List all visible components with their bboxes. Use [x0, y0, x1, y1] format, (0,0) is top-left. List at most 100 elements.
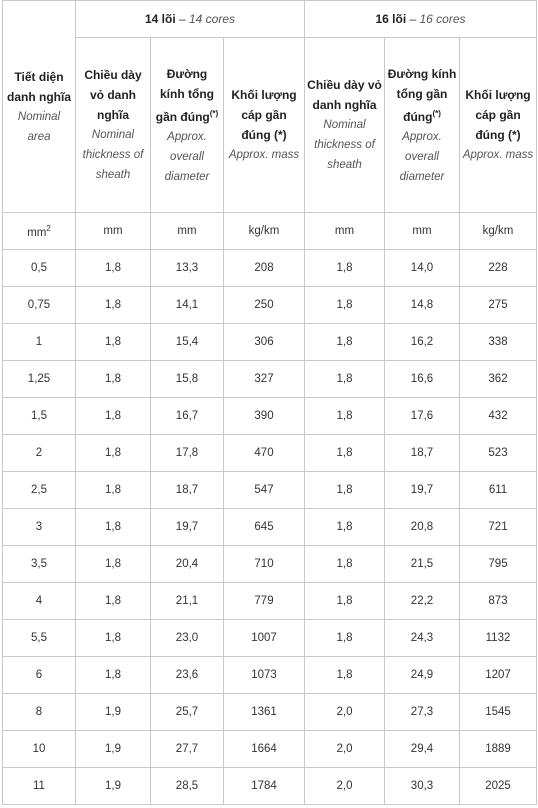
cell-mass-14: 1007: [223, 619, 305, 657]
table-row: 0,75 1,8 14,1 250 1,8 14,8 275: [2, 286, 537, 324]
group-16-cores: 16 lõi – 16 cores: [304, 0, 537, 38]
table-row: 3,5 1,8 20,4 710 1,8 21,5 795: [2, 545, 537, 583]
group-14-cores: 14 lõi – 14 cores: [75, 0, 305, 38]
header-diameter-vn: Đường kính tổng gần đúng(*): [153, 64, 221, 127]
cell-mass-14: 208: [223, 249, 305, 287]
cell-mass-14: 1664: [223, 730, 305, 768]
table-row: 2 1,8 17,8 470 1,8 18,7 523: [2, 434, 537, 472]
cell-diameter-14: 25,7: [150, 693, 224, 731]
group-14-en: 14 cores: [189, 12, 236, 26]
header-mass-16: Khối lượng cáp gần đúng (*) Approx. mass: [459, 37, 537, 213]
cell-area: 0,75: [2, 286, 76, 324]
cell-mass-14: 1073: [223, 656, 305, 694]
cell-thickness-16: 1,8: [304, 397, 385, 435]
header-thickness-vn: Chiều dày vỏ danh nghĩa: [307, 78, 382, 112]
cell-mass-16: 432: [459, 397, 537, 435]
cell-area: 11: [2, 767, 76, 805]
header-mass-en: Approx. mass: [462, 149, 534, 161]
cell-thickness-14: 1,8: [75, 656, 151, 694]
header-mass-14: Khối lượng cáp gần đúng (*) Approx. mass: [223, 37, 305, 213]
cell-mass-14: 710: [223, 545, 305, 583]
cell-thickness-14: 1,8: [75, 508, 151, 546]
unit-area: mm2: [2, 212, 76, 250]
cell-diameter-16: 24,3: [384, 619, 460, 657]
cell-thickness-16: 1,8: [304, 656, 385, 694]
table-row: 8 1,9 25,7 1361 2,0 27,3 1545: [2, 693, 537, 731]
cell-diameter-14: 15,8: [150, 360, 224, 398]
cell-thickness-16: 1,8: [304, 545, 385, 583]
cell-thickness-16: 1,8: [304, 582, 385, 620]
cell-diameter-14: 13,3: [150, 249, 224, 287]
header-nominal-area-vn: Tiết diện danh nghĩa: [7, 69, 71, 104]
cell-thickness-14: 1,9: [75, 730, 151, 768]
units-row: mm2 mm mm kg/km mm mm kg/km: [2, 212, 537, 250]
cell-thickness-14: 1,8: [75, 582, 151, 620]
table-row: 4 1,8 21,1 779 1,8 22,2 873: [2, 582, 537, 620]
cell-mass-16: 523: [459, 434, 537, 472]
table-row: 6 1,8 23,6 1073 1,8 24,9 1207: [2, 656, 537, 694]
cell-mass-14: 779: [223, 582, 305, 620]
table-row: 2,5 1,8 18,7 547 1,8 19,7 611: [2, 471, 537, 509]
cell-thickness-16: 1,8: [304, 323, 385, 361]
cell-area: 4: [2, 582, 76, 620]
unit-area-text: mm: [27, 226, 47, 239]
header-diameter-text: Đường kính tổng gần đúng: [387, 66, 457, 124]
header-nominal-area: Tiết diện danh nghĩa Nominal area: [2, 0, 76, 213]
cell-area: 3,5: [2, 545, 76, 583]
header-nominal-area-en: Nominal area: [17, 110, 61, 143]
group-16-en: 16 cores: [419, 12, 466, 26]
cell-diameter-16: 30,3: [384, 767, 460, 805]
cell-mass-14: 306: [223, 323, 305, 361]
header-diameter-sup: (*): [209, 108, 219, 118]
cell-thickness-14: 1,8: [75, 471, 151, 509]
cell-area: 5,5: [2, 619, 76, 657]
cell-mass-16: 1207: [459, 656, 537, 694]
cell-mass-16: 795: [459, 545, 537, 583]
cell-diameter-14: 21,1: [150, 582, 224, 620]
cell-diameter-14: 18,7: [150, 471, 224, 509]
cell-thickness-14: 1,8: [75, 397, 151, 435]
cell-mass-16: 338: [459, 323, 537, 361]
unit-diameter-14: mm: [150, 212, 224, 250]
cell-diameter-14: 28,5: [150, 767, 224, 805]
unit-mass-14: kg/km: [223, 212, 305, 250]
cell-thickness-16: 2,0: [304, 693, 385, 731]
cell-diameter-14: 16,7: [150, 397, 224, 435]
group-14-vn: 14 lõi: [144, 12, 176, 26]
cell-thickness-16: 1,8: [304, 434, 385, 472]
header-diameter-text: Đường kính tổng gần đúng: [155, 66, 214, 124]
cell-thickness-16: 2,0: [304, 767, 385, 805]
header-diameter-en: Approx. overall diameter: [164, 130, 210, 183]
cell-thickness-14: 1,9: [75, 693, 151, 731]
table-row: 0,5 1,8 13,3 208 1,8 14,0 228: [2, 249, 537, 287]
header-thickness-14: Chiều dày vỏ danh nghĩa Nominal thicknes…: [75, 37, 151, 213]
header-thickness-16: Chiều dày vỏ danh nghĩa Nominal thicknes…: [304, 37, 385, 213]
cell-diameter-14: 17,8: [150, 434, 224, 472]
cell-mass-16: 1889: [459, 730, 537, 768]
cell-diameter-14: 23,6: [150, 656, 224, 694]
table-row: 5,5 1,8 23,0 1007 1,8 24,3 1132: [2, 619, 537, 657]
cell-mass-16: 611: [459, 471, 537, 509]
table-row: 3 1,8 19,7 645 1,8 20,8 721: [2, 508, 537, 546]
cell-area: 2,5: [2, 471, 76, 509]
cell-thickness-16: 1,8: [304, 286, 385, 324]
cell-diameter-16: 16,6: [384, 360, 460, 398]
group-header-row: Tiết diện danh nghĩa Nominal area 14 lõi…: [2, 0, 537, 213]
group-16-sep: –: [406, 12, 420, 26]
cell-diameter-16: 29,4: [384, 730, 460, 768]
cell-diameter-16: 27,3: [384, 693, 460, 731]
cell-mass-14: 250: [223, 286, 305, 324]
unit-thickness-16: mm: [304, 212, 385, 250]
cell-thickness-16: 1,8: [304, 360, 385, 398]
header-diameter-14: Đường kính tổng gần đúng(*) Approx. over…: [150, 37, 224, 213]
cell-mass-16: 228: [459, 249, 537, 287]
cell-diameter-16: 18,7: [384, 434, 460, 472]
cell-diameter-16: 21,5: [384, 545, 460, 583]
cell-diameter-14: 23,0: [150, 619, 224, 657]
cell-thickness-16: 1,8: [304, 619, 385, 657]
group-16-vn: 16 lõi: [375, 12, 407, 26]
unit-thickness-14: mm: [75, 212, 151, 250]
cell-thickness-14: 1,8: [75, 286, 151, 324]
cell-diameter-14: 20,4: [150, 545, 224, 583]
cell-diameter-14: 27,7: [150, 730, 224, 768]
